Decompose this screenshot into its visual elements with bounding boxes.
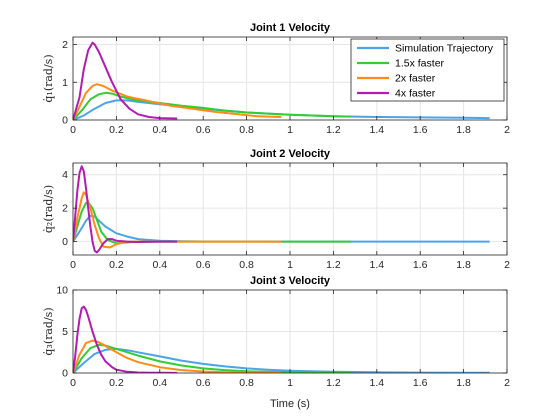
y-tick-label: 4: [62, 169, 68, 181]
x-tick-label: 0.2: [109, 124, 124, 136]
legend-entry: 1.5x faster: [395, 58, 445, 70]
x-tick-label: 1.2: [326, 377, 341, 389]
series-line-x2: [73, 83, 282, 120]
x-axis-label: Time (s): [270, 398, 310, 410]
legend-entry: 4x faster: [395, 88, 436, 100]
y-tick-label: 0: [62, 115, 68, 127]
x-tick-label: 0.6: [196, 377, 211, 389]
chart-title: Joint 2 Velocity: [250, 148, 331, 160]
x-tick-label: 1.4: [369, 259, 384, 271]
series-line-x4: [73, 41, 178, 120]
chart-panel: 0 0.2 0.4 0.6 0.8 1 1.2 1.4 1.6 1.8 2 0 5 10 Joint 3 V…: [42, 275, 510, 389]
axes-root: 0 0.2 0.4 0.6 0.8 1 1.2 1.4 1.6 1.8 2 0 1 2 Joint 1 Ve…: [42, 22, 510, 389]
series-line-x4: [73, 165, 178, 254]
series-line-x4: [73, 305, 178, 373]
y-tick-label: 10: [56, 285, 68, 297]
y-axis-label: q̇₁(rad/s): [42, 54, 55, 102]
x-tick-label: 1: [287, 124, 293, 136]
x-tick-label: 1.2: [326, 124, 341, 136]
x-tick-label: 0: [70, 377, 76, 389]
series-line-x1_5: [73, 343, 351, 373]
x-tick-label: 0.8: [239, 259, 254, 271]
x-tick-label: 0.8: [239, 124, 254, 136]
series-line-x2: [73, 339, 282, 373]
x-tick-label: 2: [504, 124, 510, 136]
chart-title: Joint 3 Velocity: [250, 275, 331, 287]
chart-panel: 0 0.2 0.4 0.6 0.8 1 1.2 1.4 1.6 1.8 2 0 1 2 Joint 1 Ve…: [42, 22, 510, 136]
x-tick-label: 0.6: [196, 259, 211, 271]
x-tick-label: 0: [70, 259, 76, 271]
x-tick-label: 2: [504, 377, 510, 389]
chart-panel: 0 0.2 0.4 0.6 0.8 1 1.2 1.4 1.6 1.8 2 0 2 4 Joint 2 Ve…: [42, 148, 510, 271]
x-tick-label: 1.6: [413, 124, 428, 136]
y-axis-label: q̇₃(rad/s): [42, 307, 55, 355]
x-tick-label: 0.4: [152, 124, 167, 136]
x-tick-label: 0.6: [196, 124, 211, 136]
x-tick-label: 2: [504, 259, 510, 271]
y-tick-label: 1: [62, 77, 68, 89]
legend: Simulation Trajectory 1.5x faster 2x faste…: [350, 38, 505, 102]
y-tick-label: 0: [62, 368, 68, 380]
x-tick-label: 1.6: [413, 377, 428, 389]
x-tick-label: 0.2: [109, 259, 124, 271]
y-tick-label: 5: [62, 326, 68, 338]
x-tick-label: 1: [287, 259, 293, 271]
y-axis-label: q̇₂(rad/s): [42, 185, 55, 233]
x-tick-label: 1: [287, 377, 293, 389]
series-line-x1_5: [73, 91, 351, 120]
x-tick-label: 1.4: [369, 377, 384, 389]
x-tick-label: 1.2: [326, 259, 341, 271]
x-tick-label: 0.4: [152, 377, 167, 389]
x-tick-label: 1.4: [369, 124, 384, 136]
y-tick-label: 0: [62, 236, 68, 248]
legend-box: [350, 38, 505, 102]
x-tick-label: 1.8: [456, 259, 471, 271]
x-tick-label: 1.8: [456, 377, 471, 389]
legend-entry: 2x faster: [395, 73, 436, 85]
x-tick-label: 1.6: [413, 259, 428, 271]
y-tick-label: 2: [62, 203, 68, 215]
x-tick-label: 0.2: [109, 377, 124, 389]
chart-title: Joint 1 Velocity: [250, 22, 331, 34]
x-tick-label: 0.4: [152, 259, 167, 271]
legend-entry: Simulation Trajectory: [395, 43, 494, 55]
y-tick-label: 2: [62, 39, 68, 51]
x-tick-label: 1.8: [456, 124, 471, 136]
x-tick-label: 0.8: [239, 377, 254, 389]
x-tick-label: 0: [70, 124, 76, 136]
